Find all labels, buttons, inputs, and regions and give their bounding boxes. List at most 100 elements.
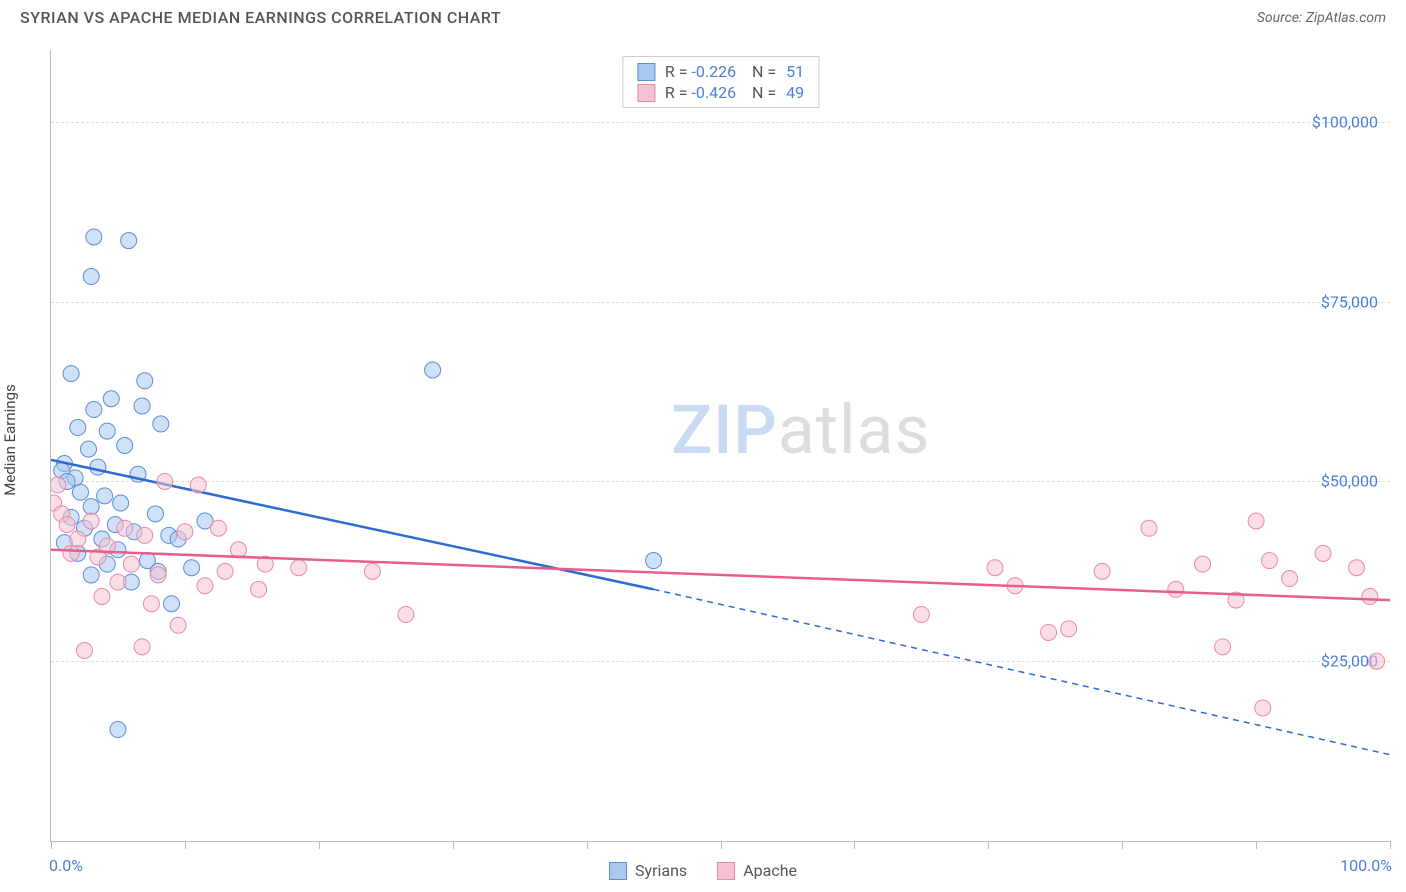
data-point	[134, 398, 150, 414]
data-point	[398, 606, 414, 622]
data-point	[1094, 563, 1110, 579]
data-point	[197, 578, 213, 594]
scatter-svg	[51, 50, 1390, 841]
x-tick	[1390, 841, 1391, 849]
x-tick	[453, 841, 454, 849]
x-tick	[721, 841, 722, 849]
data-point	[59, 517, 75, 533]
data-point	[117, 520, 133, 536]
data-point	[134, 639, 150, 655]
legend-row-apache: R = -0.426 N = 49	[637, 82, 804, 103]
data-point	[1261, 553, 1277, 569]
y-axis-label: Median Earnings	[1, 384, 19, 495]
legend-label-syrians: Syrians	[635, 861, 687, 880]
data-point	[1349, 560, 1365, 576]
data-point	[1195, 556, 1211, 572]
data-point	[217, 563, 233, 579]
data-point	[103, 391, 119, 407]
data-point	[913, 606, 929, 622]
data-point	[153, 416, 169, 432]
data-point	[117, 438, 133, 454]
data-point	[86, 402, 102, 418]
x-tick	[51, 841, 52, 849]
data-point	[1215, 639, 1231, 655]
legend-correlation-box: R = -0.226 N = 51 R = -0.426 N = 49	[622, 56, 819, 108]
data-point	[70, 531, 86, 547]
legend-stats-syrians: R = -0.226 N = 51	[665, 62, 804, 81]
data-point	[190, 477, 206, 493]
x-tick	[854, 841, 855, 849]
x-tick	[1256, 841, 1257, 849]
data-point	[70, 420, 86, 436]
trend-line-extrapolated	[654, 589, 1390, 754]
source-attribution: Source: ZipAtlas.com	[1257, 10, 1386, 26]
chart-title: SYRIAN VS APACHE MEDIAN EARNINGS CORRELA…	[20, 8, 501, 27]
data-point	[113, 495, 129, 511]
data-point	[1248, 513, 1264, 529]
data-point	[51, 477, 66, 493]
data-point	[110, 722, 126, 738]
data-point	[137, 373, 153, 389]
data-point	[72, 484, 88, 500]
data-point	[177, 524, 193, 540]
data-point	[987, 560, 1003, 576]
data-point	[80, 441, 96, 457]
x-tick	[1122, 841, 1123, 849]
data-point	[97, 488, 113, 504]
data-point	[1282, 571, 1298, 587]
data-point	[150, 567, 166, 583]
chart-plot-area: ZIPatlas R = -0.226 N = 51 R = -0.426 N …	[50, 50, 1390, 842]
data-point	[251, 581, 267, 597]
legend-swatch-syrians	[637, 63, 655, 81]
data-point	[63, 545, 79, 561]
legend-stats-apache: R = -0.426 N = 49	[665, 83, 804, 102]
data-point	[99, 423, 115, 439]
data-point	[1362, 589, 1378, 605]
data-point	[170, 617, 186, 633]
data-point	[164, 596, 180, 612]
data-point	[94, 589, 110, 605]
data-point	[1141, 520, 1157, 536]
data-point	[210, 520, 226, 536]
legend-label-apache: Apache	[743, 861, 797, 880]
legend-series: Syrians Apache	[609, 861, 797, 880]
data-point	[147, 506, 163, 522]
data-point	[123, 556, 139, 572]
data-point	[1168, 581, 1184, 597]
data-point	[121, 233, 137, 249]
data-point	[184, 560, 200, 576]
chart-header: SYRIAN VS APACHE MEDIAN EARNINGS CORRELA…	[0, 0, 1406, 31]
data-point	[143, 596, 159, 612]
data-point	[291, 560, 307, 576]
data-point	[1315, 545, 1331, 561]
x-axis-max-label: 100.0%	[1340, 856, 1392, 875]
legend-item-syrians: Syrians	[609, 861, 687, 880]
data-point	[76, 642, 92, 658]
data-point	[1255, 700, 1271, 716]
legend-bottom-swatch-syrians	[609, 862, 627, 880]
data-point	[425, 362, 441, 378]
x-tick	[185, 841, 186, 849]
data-point	[137, 527, 153, 543]
data-point	[1041, 624, 1057, 640]
legend-bottom-swatch-apache	[717, 862, 735, 880]
legend-item-apache: Apache	[717, 861, 797, 880]
x-axis-min-label: 0.0%	[49, 856, 83, 875]
data-point	[63, 366, 79, 382]
x-tick	[587, 841, 588, 849]
x-tick	[988, 841, 989, 849]
legend-row-syrians: R = -0.226 N = 51	[637, 61, 804, 82]
data-point	[83, 567, 99, 583]
data-point	[157, 473, 173, 489]
data-point	[1369, 653, 1385, 669]
data-point	[1061, 621, 1077, 637]
data-point	[83, 269, 99, 285]
data-point	[83, 499, 99, 515]
legend-swatch-apache	[637, 84, 655, 102]
data-point	[86, 229, 102, 245]
data-point	[83, 513, 99, 529]
data-point	[364, 563, 380, 579]
x-tick	[319, 841, 320, 849]
data-point	[646, 553, 662, 569]
data-point	[90, 459, 106, 475]
